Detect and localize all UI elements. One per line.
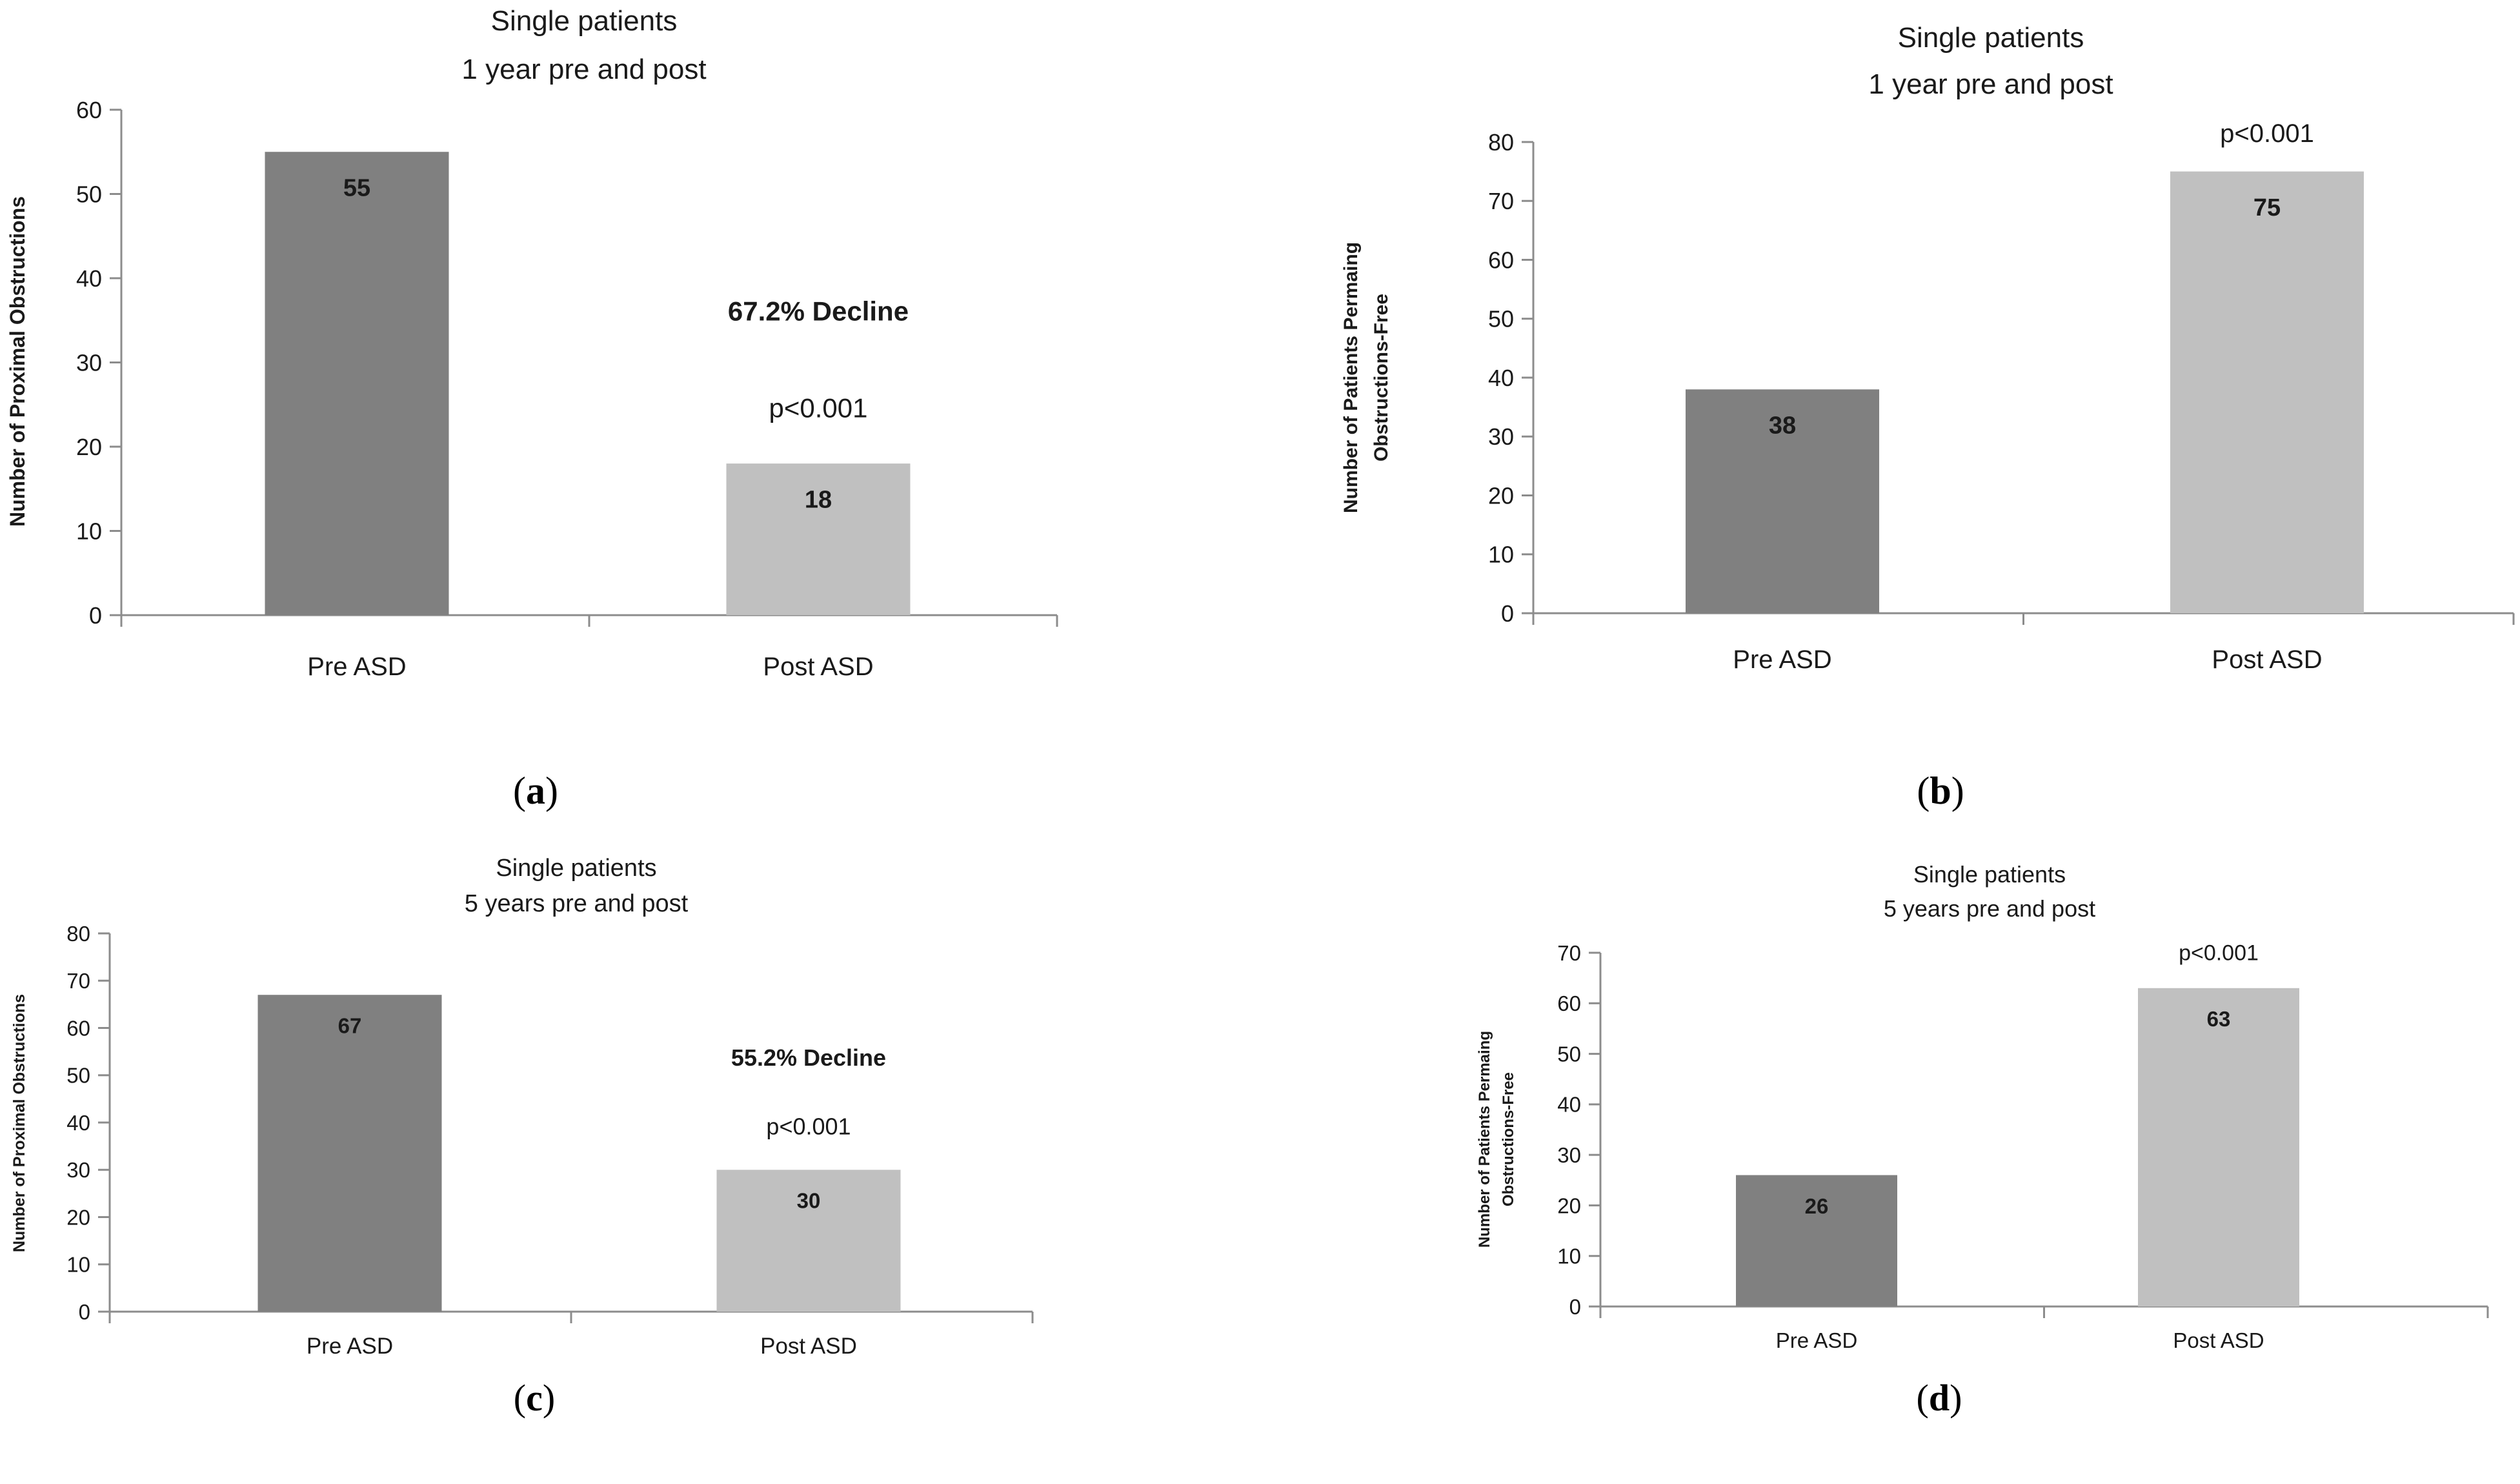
- y-axis-label: Number of Patients Permaing: [1476, 1031, 1493, 1248]
- bar-data-label: 63: [2207, 1007, 2231, 1031]
- p-value-annotation: p<0.001: [769, 392, 868, 423]
- y-tick-label: 60: [1557, 991, 1581, 1015]
- chart-title-line: Single patients: [496, 855, 656, 882]
- y-tick-label: 80: [66, 922, 90, 946]
- y-axis-label: Number of Proximal Obstructions: [6, 196, 29, 527]
- y-tick-label: 0: [1569, 1295, 1581, 1319]
- bar-pre-asd: [1736, 1175, 1897, 1306]
- p-value-annotation: p<0.001: [766, 1113, 851, 1139]
- y-tick-label: 80: [1488, 129, 1514, 156]
- y-tick-label: 70: [1488, 188, 1514, 214]
- panel-caption: (a): [513, 769, 558, 812]
- panel-caption: (c): [514, 1377, 555, 1419]
- x-category-label: Post ASD: [763, 653, 873, 681]
- y-tick-label: 30: [66, 1158, 90, 1182]
- y-tick-label: 70: [1557, 941, 1581, 965]
- y-tick-label: 40: [1557, 1093, 1581, 1117]
- panel-caption: (b): [1917, 769, 1964, 812]
- bar-data-label: 38: [1769, 412, 1796, 440]
- bar-post-asd: [726, 463, 911, 615]
- chart-panel-0: Single patients 1 year pre and post Number…: [6, 5, 1058, 812]
- chart-title-line: 1 year pre and post: [461, 54, 706, 85]
- bar-post-asd: [716, 1170, 901, 1312]
- x-category-label: Pre ASD: [307, 1334, 393, 1359]
- y-tick-label: 0: [1501, 600, 1514, 627]
- bar-data-label: 55: [343, 175, 370, 202]
- chart-panel-1: Single patients 1 year pre and post Number…: [1340, 22, 2515, 812]
- bar-data-label: 26: [1805, 1194, 1829, 1218]
- y-tick-label: 50: [66, 1064, 90, 1088]
- y-axis-label: Obstructions-Free: [1371, 294, 1392, 462]
- bar-data-label: 18: [805, 487, 832, 514]
- chart-title-line: 5 years pre and post: [465, 890, 689, 917]
- y-tick-label: 50: [1557, 1042, 1581, 1066]
- y-axis-label: Obstructions-Free: [1500, 1072, 1517, 1206]
- y-tick-label: 20: [1488, 482, 1514, 509]
- y-tick-label: 60: [66, 1016, 90, 1040]
- y-tick-label: 40: [66, 1111, 90, 1135]
- y-tick-label: 10: [76, 518, 102, 544]
- chart-title-line: 1 year pre and post: [1868, 68, 2113, 100]
- chart-panel-3: Single patients 5 years pre and post Numbe…: [1476, 861, 2489, 1419]
- bar-pre-asd: [265, 152, 449, 615]
- y-tick-label: 60: [1488, 247, 1514, 273]
- decline-annotation: 67.2% Decline: [728, 296, 909, 326]
- bar-data-label: 75: [2253, 194, 2281, 221]
- y-tick-label: 40: [1488, 365, 1514, 391]
- decline-annotation: 55.2% Decline: [731, 1044, 886, 1071]
- bar-pre-asd: [1686, 389, 1879, 613]
- y-tick-label: 10: [1488, 542, 1514, 568]
- x-category-label: Post ASD: [760, 1334, 857, 1359]
- y-tick-label: 20: [1557, 1194, 1581, 1217]
- chart-title-line: Single patients: [491, 5, 678, 37]
- y-tick-label: 10: [66, 1253, 90, 1277]
- y-tick-label: 30: [1488, 423, 1514, 450]
- y-tick-label: 60: [76, 97, 102, 123]
- chart-title-line: Single patients: [1913, 861, 2066, 888]
- y-tick-label: 30: [1557, 1143, 1581, 1167]
- x-category-label: Post ASD: [2173, 1328, 2264, 1352]
- bar-post-asd: [2170, 171, 2364, 613]
- y-tick-label: 0: [79, 1300, 90, 1324]
- chart-title-line: Single patients: [1898, 22, 2084, 54]
- bar-post-asd: [2138, 988, 2299, 1306]
- bar-pre-asd: [257, 995, 442, 1312]
- y-axis-label: Number of Patients Permaing: [1340, 242, 1362, 513]
- x-category-label: Pre ASD: [1733, 645, 1831, 674]
- y-tick-label: 50: [76, 181, 102, 207]
- chart-title-line: 5 years pre and post: [1884, 895, 2095, 922]
- bar-data-label: 67: [338, 1014, 362, 1038]
- p-value-annotation: p<0.001: [2179, 941, 2259, 966]
- x-category-label: Post ASD: [2212, 645, 2322, 674]
- x-category-label: Pre ASD: [307, 653, 406, 681]
- y-tick-label: 0: [89, 602, 102, 629]
- chart-panel-2: Single patients 5 years pre and post Numbe…: [10, 855, 1034, 1419]
- y-tick-label: 20: [66, 1205, 90, 1229]
- y-tick-label: 70: [66, 969, 90, 993]
- y-tick-label: 30: [76, 349, 102, 376]
- y-axis-label: Number of Proximal Obstructions: [10, 994, 28, 1252]
- y-tick-label: 20: [76, 434, 102, 460]
- bar-data-label: 30: [797, 1189, 821, 1213]
- y-tick-label: 40: [76, 265, 102, 292]
- y-tick-label: 50: [1488, 306, 1514, 332]
- p-value-annotation: p<0.001: [2220, 119, 2314, 148]
- panel-caption: (d): [1917, 1377, 1962, 1419]
- x-category-label: Pre ASD: [1776, 1328, 1858, 1352]
- y-tick-label: 10: [1557, 1245, 1581, 1268]
